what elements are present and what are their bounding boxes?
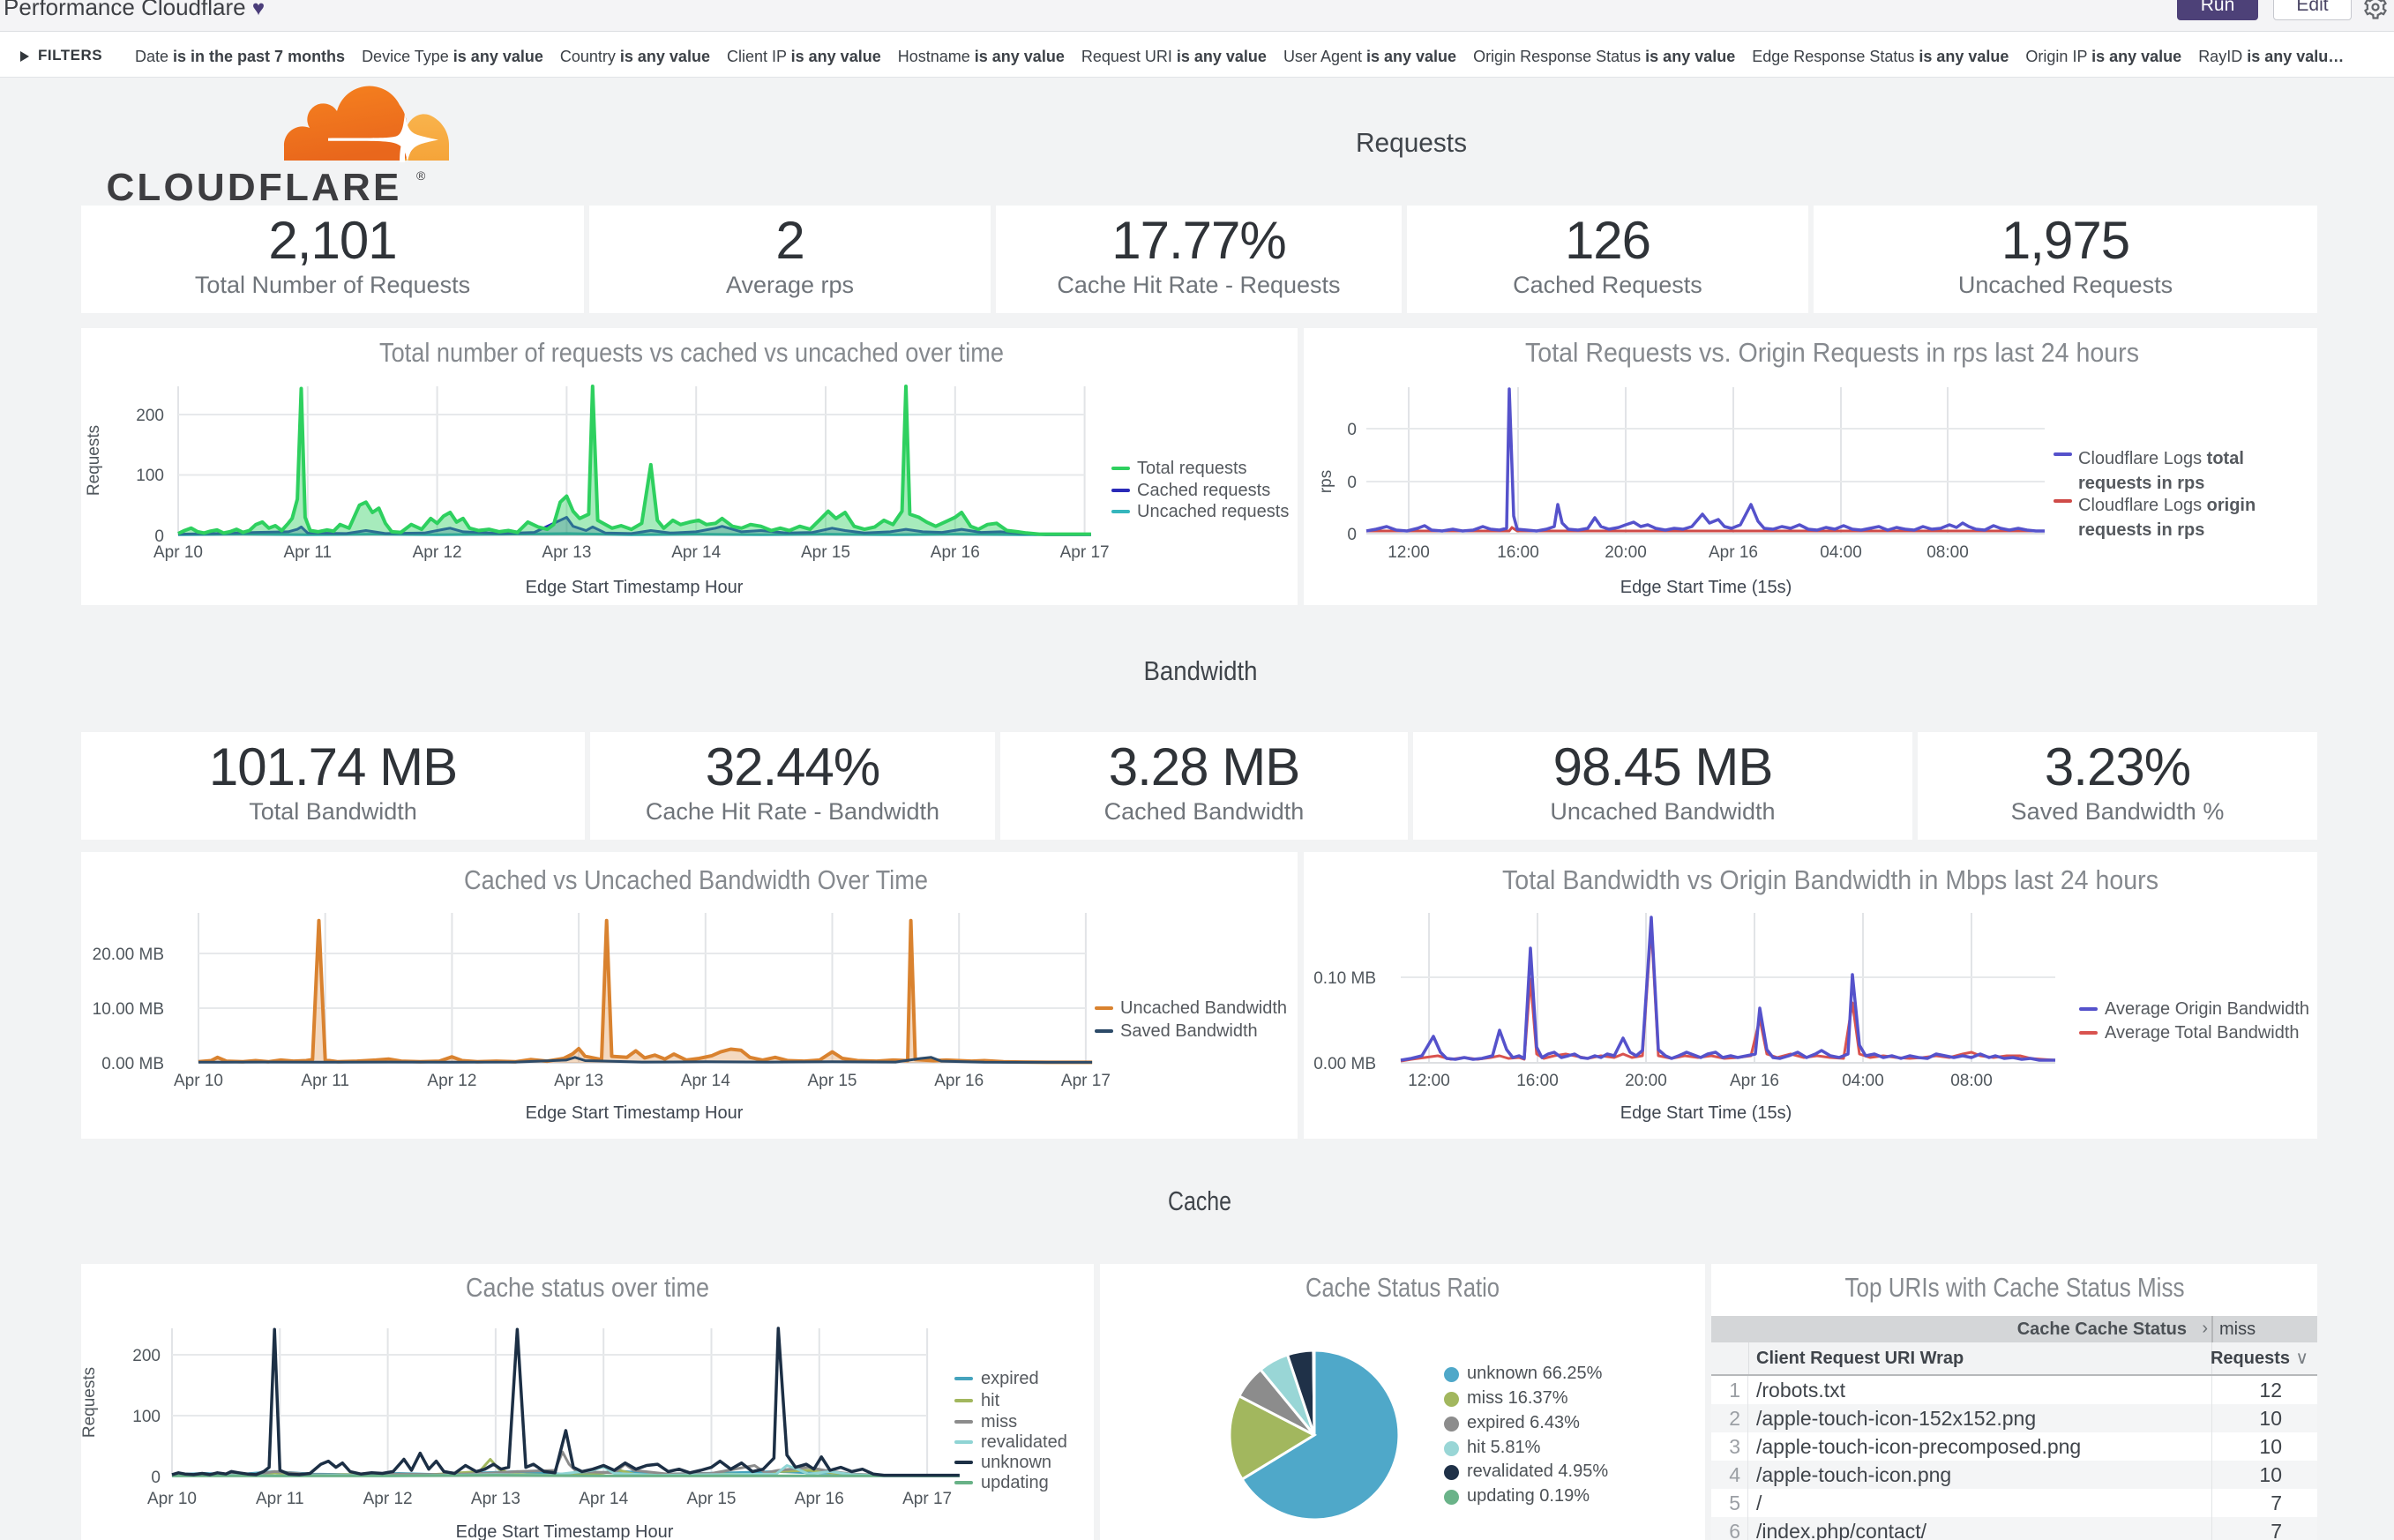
- svg-text:04:00: 04:00: [1820, 543, 1862, 562]
- svg-text:Apr 10: Apr 10: [147, 1490, 197, 1508]
- svg-text:Requests: Requests: [81, 1367, 99, 1438]
- svg-text:Apr 16: Apr 16: [934, 1072, 984, 1090]
- svg-text:Total Bandwidth vs Origin Band: Total Bandwidth vs Origin Bandwidth in M…: [1502, 864, 2158, 895]
- svg-text:0.00 MB: 0.00 MB: [101, 1055, 164, 1073]
- svg-text:20:00: 20:00: [1605, 543, 1647, 562]
- svg-text:Apr 13: Apr 13: [542, 543, 591, 562]
- svg-text:Edge Start Timestamp Hour: Edge Start Timestamp Hour: [526, 1103, 744, 1123]
- svg-text:Apr 16: Apr 16: [795, 1490, 844, 1508]
- svg-text:Edge Start Time (15s): Edge Start Time (15s): [1620, 1103, 1792, 1123]
- svg-text:Apr 14: Apr 14: [681, 1072, 730, 1090]
- svg-text:0: 0: [154, 527, 164, 546]
- svg-text:Apr 13: Apr 13: [554, 1072, 603, 1090]
- svg-text:Apr 17: Apr 17: [1061, 1072, 1111, 1090]
- svg-text:12:00: 12:00: [1388, 543, 1430, 562]
- svg-text:Apr 11: Apr 11: [256, 1490, 304, 1508]
- svg-text:10.00 MB: 10.00 MB: [93, 1000, 164, 1019]
- svg-text:0: 0: [151, 1469, 161, 1487]
- svg-text:0: 0: [1347, 526, 1357, 544]
- svg-text:®: ®: [416, 168, 426, 183]
- svg-text:rps: rps: [1317, 470, 1335, 493]
- svg-text:Apr 15: Apr 15: [801, 543, 850, 562]
- svg-text:20:00: 20:00: [1625, 1072, 1667, 1090]
- svg-text:0: 0: [1347, 421, 1357, 439]
- svg-text:Apr 12: Apr 12: [413, 543, 462, 562]
- svg-text:Apr 15: Apr 15: [687, 1490, 737, 1508]
- svg-text:Edge Start Timestamp Hour: Edge Start Timestamp Hour: [456, 1522, 674, 1540]
- svg-text:12:00: 12:00: [1408, 1072, 1450, 1090]
- svg-text:0.10 MB: 0.10 MB: [1313, 969, 1376, 988]
- svg-text:Apr 11: Apr 11: [301, 1072, 349, 1090]
- svg-text:Cache status over time: Cache status over time: [466, 1272, 709, 1303]
- svg-text:04:00: 04:00: [1842, 1072, 1884, 1090]
- svg-text:Apr 15: Apr 15: [808, 1072, 857, 1090]
- svg-text:20.00 MB: 20.00 MB: [93, 946, 164, 964]
- svg-text:16:00: 16:00: [1516, 1072, 1559, 1090]
- svg-text:Apr 17: Apr 17: [1060, 543, 1110, 562]
- svg-text:Apr 13: Apr 13: [471, 1490, 520, 1508]
- svg-text:Cache: Cache: [1168, 1185, 1231, 1216]
- svg-text:Requests: Requests: [85, 425, 103, 496]
- svg-text:100: 100: [136, 467, 164, 485]
- svg-text:08:00: 08:00: [1950, 1072, 1993, 1090]
- svg-text:Apr 16: Apr 16: [931, 543, 980, 562]
- svg-text:Requests: Requests: [1356, 127, 1467, 158]
- svg-text:200: 200: [132, 1347, 161, 1365]
- svg-text:Total Requests vs. Origin Requ: Total Requests vs. Origin Requests in rp…: [1525, 337, 2139, 368]
- svg-text:08:00: 08:00: [1926, 543, 1969, 562]
- svg-text:CLOUDFLARE: CLOUDFLARE: [106, 166, 401, 207]
- svg-text:Apr 16: Apr 16: [1730, 1072, 1779, 1090]
- svg-text:Apr 14: Apr 14: [579, 1490, 628, 1508]
- svg-text:Apr 12: Apr 12: [363, 1490, 413, 1508]
- svg-text:0.00 MB: 0.00 MB: [1313, 1055, 1376, 1073]
- svg-text:Cached vs Uncached Bandwidth O: Cached vs Uncached Bandwidth Over Time: [464, 864, 928, 895]
- svg-text:Edge Start Time (15s): Edge Start Time (15s): [1620, 578, 1792, 597]
- svg-text:200: 200: [136, 407, 164, 425]
- svg-text:Edge Start Timestamp Hour: Edge Start Timestamp Hour: [526, 578, 744, 597]
- svg-text:Apr 10: Apr 10: [174, 1072, 223, 1090]
- svg-text:Total number of requests vs ca: Total number of requests vs cached vs un…: [379, 337, 1004, 368]
- svg-text:Apr 17: Apr 17: [902, 1490, 952, 1508]
- svg-text:100: 100: [132, 1408, 161, 1426]
- svg-text:16:00: 16:00: [1497, 543, 1539, 562]
- svg-text:Apr 14: Apr 14: [671, 543, 721, 562]
- svg-text:Cache Status Ratio: Cache Status Ratio: [1305, 1272, 1500, 1303]
- svg-text:Bandwidth: Bandwidth: [1144, 655, 1258, 686]
- svg-text:Apr 11: Apr 11: [284, 543, 333, 562]
- svg-text:Apr 16: Apr 16: [1709, 543, 1758, 562]
- svg-text:0: 0: [1347, 474, 1357, 492]
- svg-text:Apr 12: Apr 12: [427, 1072, 476, 1090]
- svg-text:Apr 10: Apr 10: [153, 543, 203, 562]
